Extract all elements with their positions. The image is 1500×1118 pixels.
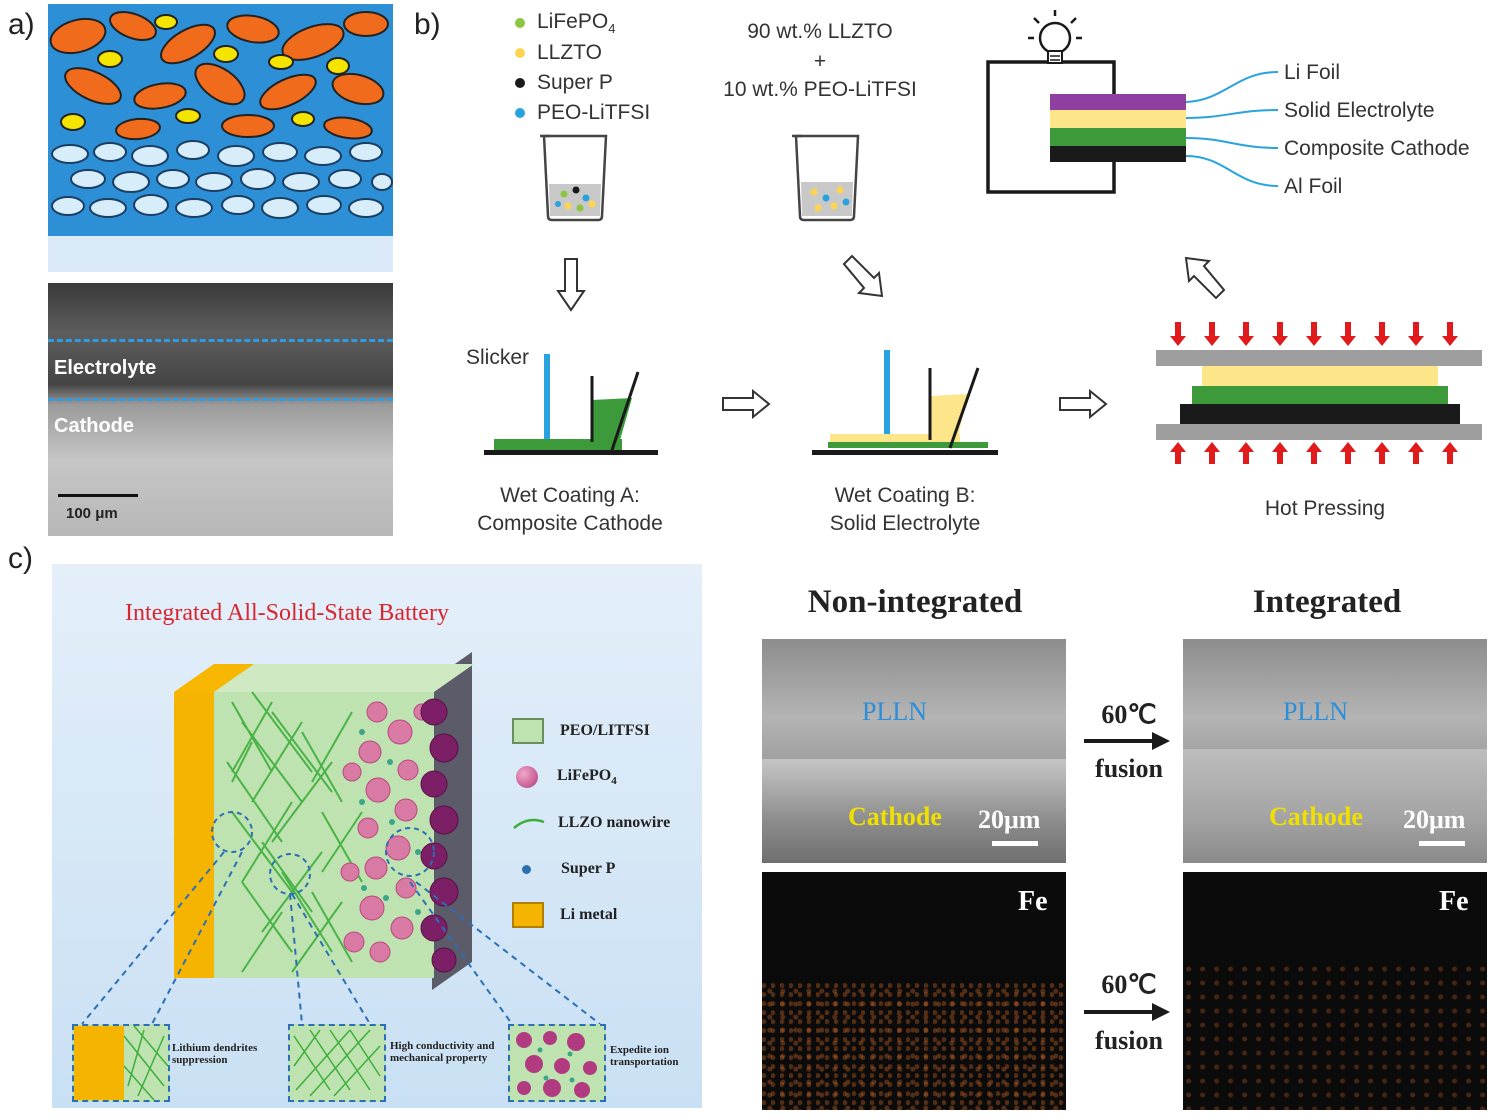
callout-text-dendrite: Lithium dendrites suppression — [172, 1042, 258, 1066]
llzto-dot-icon — [515, 48, 525, 58]
sem-cathode-label-right: Cathode — [1269, 802, 1363, 831]
super-p-dot-icon — [515, 78, 525, 88]
sem-scale-bar-left — [992, 841, 1038, 846]
arrow-diagonal-down-icon — [842, 254, 884, 298]
legend-item-llzto: LLZTO — [515, 38, 650, 68]
arrow-diagonal-up-icon — [1184, 256, 1226, 300]
sem-pllc-label-right: PLLN — [1283, 697, 1348, 726]
legend-item-super-p: Super P — [515, 68, 650, 98]
callout-leader-lines — [81, 851, 601, 1025]
electrolyte-label: Electrolyte — [54, 357, 157, 379]
lifepo4-dot-icon — [515, 18, 525, 28]
peo-swatch-icon — [512, 718, 544, 744]
legend-item-peo-litfsi: PEO-LiTFSI — [515, 98, 650, 128]
scale-label: 100 μm — [66, 505, 118, 522]
arrow-right-1-icon — [722, 389, 771, 419]
material-legend: LiFePO4 LLZTO Super P PEO-LiTFSI — [515, 8, 650, 128]
coating-a-line-1: Wet Coating A: — [500, 484, 640, 507]
legend-llzo-nanowire: LLZO nanowire — [512, 800, 670, 846]
sem-cathode-label-left: Cathode — [848, 802, 942, 831]
stack-label-al-foil: Al Foil — [1284, 175, 1343, 198]
wet-coating-b-diagram — [812, 350, 998, 455]
hot-pressing-diagram — [1156, 322, 1482, 464]
fe-map-integrated: Fe — [1183, 872, 1487, 1110]
slicker-label: Slicker — [466, 346, 530, 369]
sem-scale-bar-right — [1419, 841, 1465, 846]
non-integrated-heading: Non-integrated — [807, 584, 1023, 620]
fe-label-left: Fe — [1018, 886, 1048, 917]
stack-label-composite-cathode: Composite Cathode — [1284, 137, 1470, 160]
coating-a-line-2: Composite Cathode — [477, 512, 663, 535]
legend-peo-litfsi: PEO/LITFSI — [512, 708, 670, 754]
sem-pllc-label-left: PLLN — [862, 697, 927, 726]
hot-pressing-label: Hot Pressing — [1264, 497, 1386, 520]
coating-b-line-1: Wet Coating B: — [834, 484, 976, 507]
fusion-arrow-bottom-icon — [1084, 1003, 1170, 1021]
callout-box-ion-transport — [508, 1024, 606, 1102]
fusion-temp-bottom: 60℃ — [1101, 970, 1157, 999]
callout-text-conductivity: High conductivity and mechanical propert… — [390, 1040, 495, 1064]
fusion-arrow-top-icon — [1084, 732, 1170, 750]
fe-label-right: Fe — [1439, 886, 1469, 917]
battery-3d-block — [174, 652, 474, 990]
callout-box-conductivity — [288, 1024, 386, 1102]
peo-litfsi-dot-icon — [515, 108, 525, 118]
mixture-plus: + — [813, 50, 827, 73]
cathode-electrolyte-schematic — [48, 4, 393, 272]
beaker-b-icon — [792, 134, 860, 222]
coating-b-line-2: Solid Electrolyte — [829, 512, 981, 535]
panel-b-label: b) — [414, 8, 441, 41]
panel-c-label: c) — [8, 542, 33, 575]
stack-leader-lines — [1186, 71, 1279, 187]
mixture-line-1: 90 wt.% LLZTO — [747, 20, 893, 43]
integrated-battery-illustration: Integrated All-Solid-State Battery — [52, 564, 702, 1108]
stack-label-li-foil: Li Foil — [1284, 61, 1341, 84]
sem-integrated: PLLN Cathode 20μm — [1183, 639, 1487, 863]
fusion-word-bottom: fusion — [1095, 1026, 1163, 1055]
cross-section-sem: Electrolyte Cathode 100 μm — [48, 283, 393, 536]
scale-bar — [58, 494, 138, 497]
lifepo4-sphere-icon — [516, 766, 538, 788]
arrow-right-2-icon — [1059, 389, 1108, 419]
super-p-icon — [522, 864, 531, 874]
mixture-line-2: 10 wt.% PEO-LiTFSI — [723, 78, 917, 101]
illustration-title: Integrated All-Solid-State Battery — [125, 600, 449, 626]
panel-a-label: a) — [8, 8, 35, 41]
callout-box-dendrite — [72, 1024, 170, 1102]
interface-line-bottom — [48, 398, 393, 401]
legend-li-metal: Li metal — [512, 892, 670, 938]
li-metal-swatch-icon — [512, 902, 544, 928]
arrow-down-icon — [556, 258, 586, 312]
beaker-a-icon — [540, 134, 608, 222]
fusion-temp-top: 60℃ — [1101, 700, 1157, 729]
callout-text-ion-transport: Expedite ion transportation — [610, 1044, 679, 1068]
legend-item-lifepo4: LiFePO4 — [515, 8, 650, 38]
integrated-heading: Integrated — [1252, 584, 1402, 620]
nanowire-icon — [513, 818, 545, 829]
fe-map-non-integrated: Fe — [762, 872, 1066, 1110]
legend-super-p: Super P — [512, 846, 670, 892]
fusion-word-top: fusion — [1095, 754, 1163, 783]
sem-scale-label-right: 20μm — [1403, 805, 1466, 834]
wet-coating-a-diagram — [484, 354, 658, 455]
sem-scale-label-left: 20μm — [978, 805, 1041, 834]
legend-lifepo4: LiFePO4 — [512, 754, 670, 800]
sem-non-integrated: PLLN Cathode 20μm — [762, 639, 1066, 863]
stack-label-solid-electrolyte: Solid Electrolyte — [1284, 99, 1435, 122]
battery-circuit-diagram — [986, 10, 1186, 194]
cathode-label: Cathode — [54, 415, 134, 437]
interface-line-top — [48, 339, 393, 342]
illustration-legend: PEO/LITFSI LiFePO4 LLZO nanowire Super P… — [512, 708, 670, 938]
